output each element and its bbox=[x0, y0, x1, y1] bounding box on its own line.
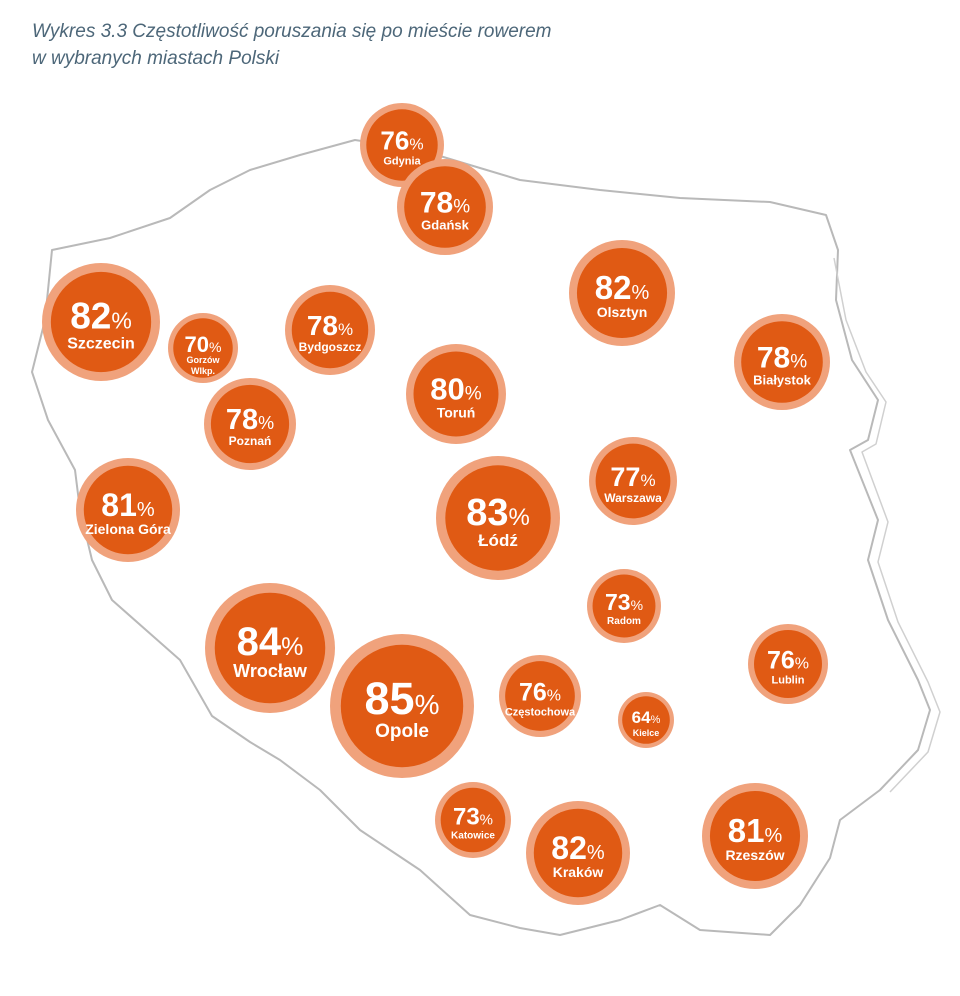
bubble-label: Częstochowa bbox=[505, 707, 576, 719]
bubble-core bbox=[709, 790, 801, 882]
bubble-label: Katowice bbox=[451, 830, 495, 841]
bubble-rzeszow: 81%Rzeszów bbox=[702, 783, 808, 889]
bubble-label: Opole bbox=[375, 721, 429, 742]
bubble-label: Wrocław bbox=[233, 661, 308, 681]
bubble-core bbox=[291, 291, 369, 369]
bubble-label: Gorzów Wlkp. bbox=[187, 355, 221, 376]
bubble-core bbox=[340, 644, 464, 768]
bubble-torun: 80%Toruń bbox=[406, 344, 506, 444]
bubble-poznan: 78%Poznań bbox=[204, 378, 296, 470]
bubble-core bbox=[440, 787, 506, 853]
bubble-core bbox=[210, 384, 290, 464]
bubble-label: Bydgoszcz bbox=[299, 340, 362, 354]
bubble-core bbox=[533, 808, 623, 898]
bubble-value: 81% bbox=[728, 812, 783, 849]
bubble-label: Gdynia bbox=[383, 156, 421, 168]
chart-title: Wykres 3.3 Częstotliwość poruszania się … bbox=[32, 21, 552, 69]
bubble-core bbox=[445, 465, 551, 571]
bubble-zielona-gora: 81%Zielona Góra bbox=[76, 458, 180, 562]
bubble-bydgoszcz: 78%Bydgoszcz bbox=[285, 285, 375, 375]
bubble-label: Szczecin bbox=[67, 336, 135, 353]
bubble-core bbox=[214, 592, 326, 704]
bubble-label: Łódź bbox=[478, 531, 518, 550]
bubble-kielce: 64%Kielce bbox=[618, 692, 674, 748]
bubble-value: 83% bbox=[466, 492, 530, 534]
bubble-radom: 73%Radom bbox=[587, 569, 661, 643]
bubble-value: 82% bbox=[70, 296, 132, 337]
poland-outline-shadow bbox=[833, 257, 941, 793]
bubble-core bbox=[505, 661, 575, 731]
bubble-krakow: 82%Kraków bbox=[526, 801, 630, 905]
bubble-core bbox=[592, 574, 656, 638]
bubble-lodz: 83%Łódź bbox=[436, 456, 560, 580]
bubble-core bbox=[741, 321, 823, 403]
bubble-value: 78% bbox=[420, 186, 470, 219]
bubble-bialystok: 78%Białystok bbox=[734, 314, 830, 410]
bubble-value: 64% bbox=[632, 708, 661, 727]
bubble-katowice: 73%Katowice bbox=[435, 782, 511, 858]
bubble-opole: 85%Opole bbox=[330, 634, 474, 778]
bubble-core bbox=[595, 443, 671, 519]
bubble-core bbox=[83, 465, 173, 555]
bubble-gorzow-wlkp: 70%Gorzów Wlkp. bbox=[168, 313, 238, 383]
bubble-value: 77% bbox=[610, 462, 655, 492]
bubble-label: Białystok bbox=[753, 372, 812, 387]
bubble-label: Lublin bbox=[772, 675, 805, 687]
bubble-value: 85% bbox=[365, 673, 440, 724]
bubble-value: 76% bbox=[767, 647, 809, 675]
poland-outline bbox=[31, 139, 931, 936]
bubble-lublin: 76%Lublin bbox=[748, 624, 828, 704]
bubble-label: Toruń bbox=[437, 405, 476, 421]
bubble-core bbox=[754, 630, 822, 698]
bubble-label: Rzeszów bbox=[725, 847, 784, 863]
bubble-value: 70% bbox=[185, 332, 222, 357]
bubble-szczecin: 82%Szczecin bbox=[42, 263, 160, 381]
bubble-core bbox=[413, 351, 499, 437]
bubble-label: Gdańsk bbox=[421, 217, 469, 232]
bubble-value: 81% bbox=[101, 487, 155, 523]
bubble-czestochowa: 76%Częstochowa bbox=[499, 655, 581, 737]
bubble-value: 82% bbox=[551, 830, 605, 866]
bubble-value: 78% bbox=[226, 404, 274, 436]
bubble-value: 73% bbox=[453, 803, 493, 830]
bubble-label: Zielona Góra bbox=[85, 521, 171, 537]
bubble-label: Kielce bbox=[633, 728, 660, 738]
bubble-core bbox=[404, 166, 486, 248]
bubble-wroclaw: 84%Wrocław bbox=[205, 583, 335, 713]
bubble-warszawa: 77%Warszawa bbox=[589, 437, 677, 525]
bubble-core bbox=[576, 247, 668, 339]
bubble-label: Kraków bbox=[553, 864, 604, 880]
bubble-value: 76% bbox=[380, 126, 423, 156]
bubble-gdynia: 76%Gdynia bbox=[360, 103, 444, 187]
bubble-value: 73% bbox=[605, 589, 643, 615]
bubble-value: 84% bbox=[237, 620, 304, 664]
bubble-value: 76% bbox=[519, 679, 561, 707]
bubble-core bbox=[622, 696, 670, 744]
bubble-core bbox=[366, 109, 438, 181]
bubble-core bbox=[173, 318, 233, 378]
bubble-value: 80% bbox=[430, 372, 481, 407]
bubble-label: Poznań bbox=[229, 434, 272, 448]
bubble-gdansk: 78%Gdańsk bbox=[397, 159, 493, 255]
bubble-label: Radom bbox=[607, 616, 641, 627]
bubble-core bbox=[50, 271, 152, 373]
bubble-value: 78% bbox=[307, 310, 353, 341]
bubble-label: Olsztyn bbox=[597, 304, 648, 320]
bubble-value: 82% bbox=[595, 269, 650, 306]
bubble-olsztyn: 82%Olsztyn bbox=[569, 240, 675, 346]
bubble-value: 78% bbox=[757, 341, 807, 374]
bubble-label: Warszawa bbox=[604, 491, 662, 505]
